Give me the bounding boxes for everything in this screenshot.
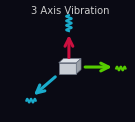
Text: 3 Axis Vibration: 3 Axis Vibration: [31, 6, 109, 16]
Polygon shape: [59, 63, 76, 74]
Polygon shape: [76, 59, 81, 74]
Polygon shape: [59, 59, 81, 63]
